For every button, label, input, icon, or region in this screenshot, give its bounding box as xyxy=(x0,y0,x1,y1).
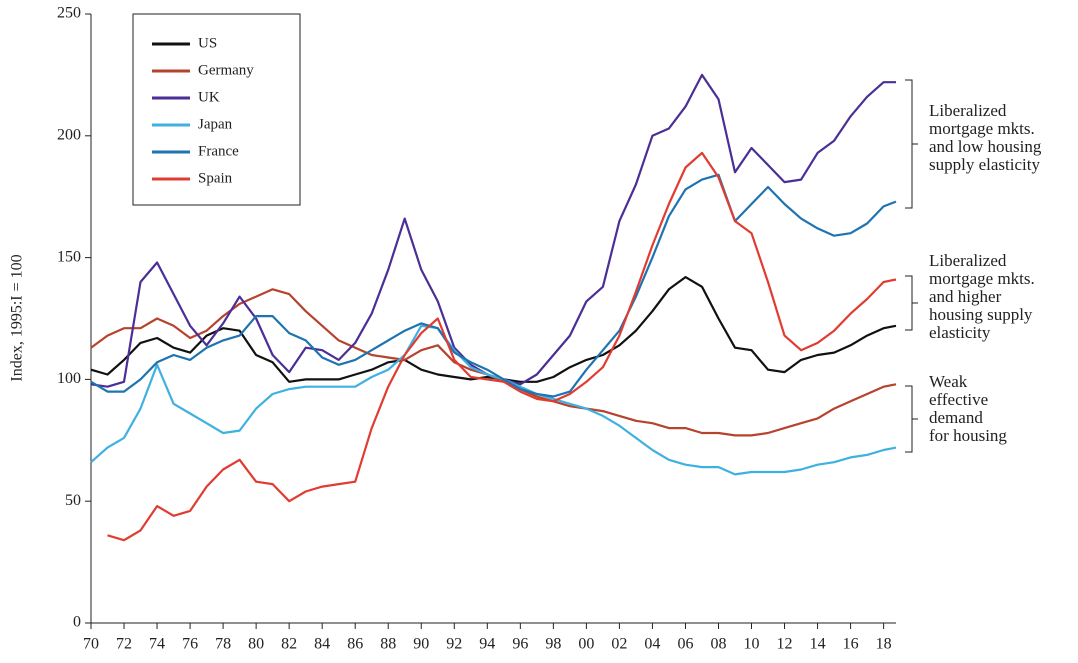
x-tick-label: 94 xyxy=(479,636,495,653)
x-tick-label: 72 xyxy=(116,636,132,653)
bracket xyxy=(905,385,918,453)
annotation: Weak xyxy=(929,372,968,391)
x-tick-label: 82 xyxy=(281,636,297,653)
x-tick-label: 98 xyxy=(545,636,561,653)
x-tick-label: 18 xyxy=(876,636,892,653)
annotation: mortgage mkts. xyxy=(929,119,1035,138)
x-tick-label: 90 xyxy=(413,636,429,653)
legend-label: Germany xyxy=(198,62,254,78)
x-tick-label: 76 xyxy=(182,636,198,653)
x-tick-label: 88 xyxy=(380,636,396,653)
legend-box xyxy=(132,13,301,206)
series-line xyxy=(90,324,897,476)
legend-label: Spain xyxy=(198,170,233,186)
x-tick-label: 14 xyxy=(810,636,826,653)
x-tick-label: 78 xyxy=(215,636,231,653)
annotation: effective xyxy=(929,390,988,409)
annotation: and higher xyxy=(929,287,1002,306)
series-line xyxy=(90,288,897,437)
y-tick-label: 0 xyxy=(73,614,81,631)
x-tick-label: 74 xyxy=(149,636,165,653)
x-tick-label: 06 xyxy=(677,636,693,653)
series-line xyxy=(107,151,897,542)
x-tick-label: 70 xyxy=(83,636,99,653)
annotation: supply elasticity xyxy=(929,155,1040,174)
x-tick-label: 92 xyxy=(446,636,462,653)
y-tick-label: 200 xyxy=(57,126,81,143)
y-tick-label: 150 xyxy=(57,248,81,265)
x-tick-label: 80 xyxy=(248,636,264,653)
legend-label: US xyxy=(198,35,217,51)
series-line xyxy=(90,173,897,398)
x-tick-label: 04 xyxy=(644,636,660,653)
x-tick-label: 08 xyxy=(710,636,726,653)
x-tick-label: 96 xyxy=(512,636,528,653)
annotation: Liberalized xyxy=(929,251,1007,270)
x-tick-label: 02 xyxy=(611,636,627,653)
y-tick-label: 50 xyxy=(65,492,81,509)
legend-label: France xyxy=(198,143,239,159)
y-tick-label: 100 xyxy=(57,370,81,387)
x-tick-label: 16 xyxy=(843,636,859,653)
annotation: for housing xyxy=(929,426,1007,445)
bracket xyxy=(905,79,918,209)
y-tick-label: 250 xyxy=(57,5,81,22)
annotation: demand xyxy=(929,408,983,427)
series-line xyxy=(90,276,897,383)
annotation: housing supply xyxy=(929,305,1033,324)
legend-label: Japan xyxy=(198,116,233,132)
x-tick-label: 10 xyxy=(744,636,760,653)
annotation: mortgage mkts. xyxy=(929,269,1035,288)
bracket xyxy=(905,275,918,331)
x-tick-label: 12 xyxy=(777,636,793,653)
x-tick-label: 84 xyxy=(314,636,330,653)
annotation: and low housing xyxy=(929,137,1042,156)
y-axis-label: Index, 1995:I = 100 xyxy=(9,254,26,381)
annotation: Liberalized xyxy=(929,101,1007,120)
x-tick-label: 00 xyxy=(578,636,594,653)
x-tick-label: 86 xyxy=(347,636,363,653)
legend-label: UK xyxy=(198,89,220,105)
annotation: elasticity xyxy=(929,323,991,342)
